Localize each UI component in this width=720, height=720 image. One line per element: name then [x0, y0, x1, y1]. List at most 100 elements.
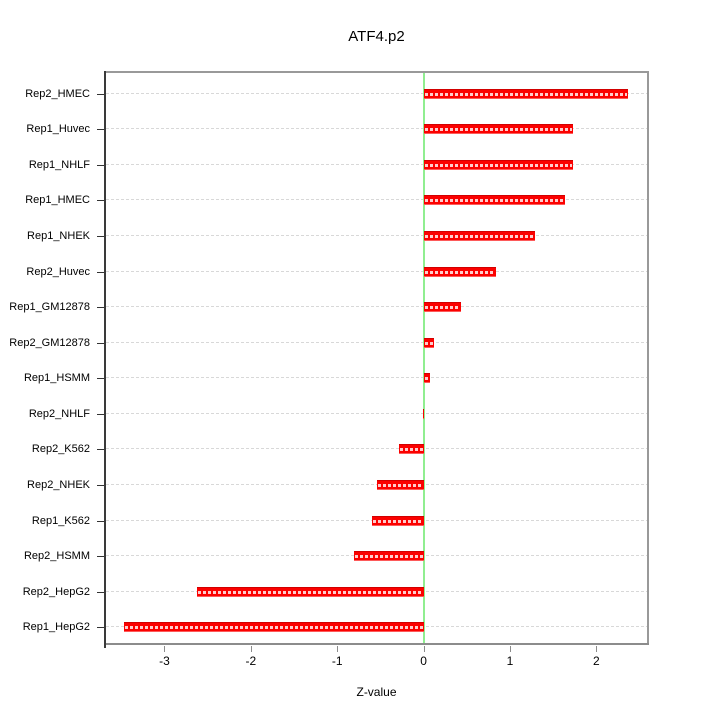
bar-grid-overlay: [424, 341, 433, 345]
x-tick-label: -1: [331, 654, 343, 668]
bar-row: [104, 574, 649, 610]
y-tick-mark: [97, 378, 104, 379]
y-tick-label: Rep2_HMEC: [25, 87, 90, 100]
y-tick-mark: [97, 414, 104, 415]
y-tick-label: Rep2_GM12878: [9, 336, 90, 349]
gridline: [106, 199, 647, 201]
bar-Rep1_K562: [371, 515, 424, 526]
bar-grid-overlay: [424, 377, 430, 381]
y-tick-label: Rep1_HSMM: [23, 372, 90, 385]
x-tick-label: 0: [420, 654, 427, 668]
x-tick-mark: [509, 646, 511, 652]
bar-Rep1_NHLF: [423, 159, 573, 170]
gridline: [106, 448, 647, 450]
bar-grid-overlay: [377, 483, 423, 487]
bar-row: [104, 609, 649, 645]
bar-grid-overlay: [198, 590, 423, 594]
bar-Rep1_HepG2: [123, 622, 424, 633]
bar-Rep1_GM12878: [423, 302, 461, 313]
bar-row: [104, 112, 649, 148]
bar-rows: [104, 71, 649, 645]
bar-Rep2_Huvec: [423, 266, 497, 277]
bar-Rep2_NHLF: [422, 408, 424, 419]
bar-row: [104, 432, 649, 468]
bar-grid-overlay: [424, 199, 565, 203]
bar-Rep1_HMEC: [423, 195, 566, 206]
x-tick-mark: [250, 646, 252, 652]
bar-row: [104, 325, 649, 361]
bar-row: [104, 467, 649, 503]
gridline: [106, 163, 647, 165]
y-tick-label: Rep2_NHLF: [28, 407, 90, 420]
y-tick-label: Rep2_NHEK: [27, 478, 90, 491]
bar-Rep2_HMEC: [423, 88, 629, 99]
y-tick-mark: [97, 556, 104, 557]
x-tick-label: 1: [506, 654, 514, 668]
bar-grid-overlay: [124, 626, 423, 630]
y-tick-mark: [97, 521, 104, 522]
y-tick-mark: [97, 485, 104, 486]
bar-Rep1_Huvec: [423, 124, 573, 135]
gridline: [106, 483, 647, 485]
y-tick-label: Rep1_NHEK: [27, 230, 90, 243]
bar-row: [104, 147, 649, 183]
y-tick-mark: [97, 627, 104, 628]
plot-border-bottom: [104, 643, 649, 645]
bar-grid-overlay: [424, 128, 572, 132]
y-tick-mark: [97, 94, 104, 95]
bar-grid-overlay: [372, 519, 423, 523]
y-tick-label: Rep1_K562: [31, 514, 90, 527]
y-tick-mark: [97, 343, 104, 344]
chart-title: ATF4.p2: [348, 28, 405, 45]
bar-Rep1_NHEK: [423, 231, 535, 242]
y-tick-mark: [97, 129, 104, 130]
y-tick-label: Rep1_HMEC: [25, 194, 90, 207]
x-tick-label: -3: [159, 654, 170, 668]
bar-row: [104, 289, 649, 325]
bar-row: [104, 254, 649, 290]
y-tick-label: Rep2_HepG2: [22, 585, 90, 598]
bar-row: [104, 361, 649, 397]
gridline: [106, 92, 647, 94]
x-tick-mark: [423, 646, 425, 652]
gridline: [106, 128, 647, 130]
y-tick-mark: [97, 272, 104, 273]
y-axis-line: [104, 71, 106, 648]
bar-row: [104, 538, 649, 574]
y-tick-mark: [97, 592, 104, 593]
bar-grid-overlay: [354, 555, 423, 559]
x-tick-label: -2: [245, 654, 257, 668]
x-tick-mark: [596, 646, 598, 652]
gridline: [106, 270, 647, 272]
x-tick-mark: [164, 646, 166, 652]
y-tick-label: Rep1_Huvec: [26, 123, 90, 136]
bar-grid-overlay: [424, 306, 460, 310]
y-tick-label: Rep2_HSMM: [23, 550, 90, 563]
zero-reference-line: [422, 73, 425, 643]
plot-border-right: [647, 71, 649, 645]
plot-area: [104, 71, 649, 648]
bar-grid-overlay: [424, 235, 534, 239]
y-tick-label: Rep2_K562: [31, 443, 90, 456]
y-tick-mark: [97, 165, 104, 166]
y-tick-mark: [97, 200, 104, 201]
bar-grid-overlay: [424, 270, 496, 274]
bar-row: [104, 218, 649, 254]
x-tick-label: 2: [592, 654, 600, 668]
x-axis-title: Z-value: [356, 685, 397, 699]
y-tick-label: Rep1_HepG2: [22, 621, 90, 634]
y-tick-label: Rep2_Huvec: [26, 265, 90, 278]
gridline: [106, 306, 647, 308]
plot-border-top: [104, 71, 649, 73]
y-tick-mark: [97, 307, 104, 308]
x-tick-mark: [337, 646, 339, 652]
bar-Rep1_HSMM: [423, 373, 431, 384]
y-tick-mark: [97, 236, 104, 237]
gridline: [106, 235, 647, 237]
y-tick-mark: [97, 449, 104, 450]
bar-Rep2_GM12878: [423, 337, 434, 348]
gridline: [106, 412, 647, 414]
bar-Rep2_K562: [399, 444, 424, 455]
